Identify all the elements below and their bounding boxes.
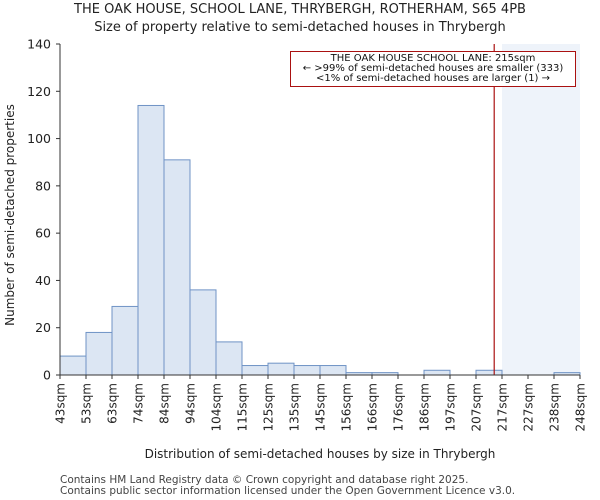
x-tick-label: 84sqm bbox=[158, 383, 172, 424]
x-tick-label: 115sqm bbox=[236, 383, 250, 431]
y-tick-label: 60 bbox=[35, 226, 51, 241]
histogram-bar bbox=[111, 305, 139, 376]
x-tick-label: 227sqm bbox=[522, 383, 536, 431]
histogram-bar bbox=[85, 331, 113, 376]
histogram-bar bbox=[475, 369, 503, 376]
histogram-chart: 0 20 40 60 80 100 120 140 43sqm 53sqm 63sqm 74sqm 84… bbox=[3, 37, 588, 462]
histogram-bar bbox=[241, 365, 269, 376]
x-tick-label: 248sqm bbox=[574, 383, 588, 431]
x-tick-label: 74sqm bbox=[132, 383, 146, 424]
x-tick-label: 217sqm bbox=[496, 383, 510, 431]
histogram-bar bbox=[267, 362, 295, 376]
annotation-box bbox=[290, 51, 576, 87]
y-tick-label: 140 bbox=[27, 37, 51, 52]
histogram-bar bbox=[189, 289, 217, 376]
x-tick-label: 197sqm bbox=[444, 383, 458, 431]
histogram-bar bbox=[423, 369, 451, 376]
x-tick-label: 238sqm bbox=[548, 383, 562, 431]
x-tick-label: 156sqm bbox=[340, 383, 354, 431]
x-tick-label: 207sqm bbox=[470, 383, 484, 431]
footer-copyright: Contains HM Land Registry data © Crown c… bbox=[60, 474, 469, 486]
y-tick-label: 80 bbox=[35, 178, 51, 193]
x-tick-label: 53sqm bbox=[80, 383, 94, 424]
y-tick-label: 100 bbox=[27, 131, 51, 146]
x-tick-label: 125sqm bbox=[262, 383, 276, 431]
x-tick-label: 43sqm bbox=[54, 383, 68, 424]
annotation-larger: <1% of semi-detached houses are larger (… bbox=[315, 73, 551, 84]
highlight-region bbox=[502, 44, 580, 375]
chart-title: THE OAK HOUSE, SCHOOL LANE, THRYBERGH, R… bbox=[74, 2, 526, 17]
histogram-bar bbox=[293, 365, 321, 376]
histogram-bar bbox=[215, 341, 243, 376]
annotation-title: THE OAK HOUSE SCHOOL LANE: 215sqm bbox=[330, 53, 536, 64]
x-tick-label: 63sqm bbox=[106, 383, 120, 424]
footer-licence: Contains public sector information licen… bbox=[60, 485, 516, 497]
chart-subtitle: Size of property relative to semi-detach… bbox=[94, 20, 506, 35]
y-tick-label: 0 bbox=[43, 368, 51, 383]
y-tick-label: 20 bbox=[35, 320, 51, 335]
x-tick-label: 94sqm bbox=[184, 383, 198, 424]
histogram-bar bbox=[59, 355, 87, 376]
y-tick-label: 120 bbox=[27, 84, 51, 99]
x-tick-label: 135sqm bbox=[288, 383, 302, 431]
x-tick-label: 166sqm bbox=[366, 383, 380, 431]
x-tick-label: 176sqm bbox=[392, 383, 406, 431]
x-tick-label: 186sqm bbox=[418, 383, 432, 431]
histogram-bar bbox=[137, 104, 165, 376]
x-tick-label: 104sqm bbox=[210, 383, 224, 431]
annotation-smaller: ← >99% of semi-detached houses are small… bbox=[302, 63, 564, 74]
x-axis-label: Distribution of semi-detached houses by … bbox=[145, 447, 496, 461]
y-axis-label: Number of semi-detached properties bbox=[3, 104, 17, 326]
y-tick-label: 40 bbox=[35, 273, 51, 288]
histogram-bar bbox=[319, 365, 347, 376]
x-tick-label: 145sqm bbox=[314, 383, 328, 431]
histogram-bar bbox=[163, 159, 191, 376]
